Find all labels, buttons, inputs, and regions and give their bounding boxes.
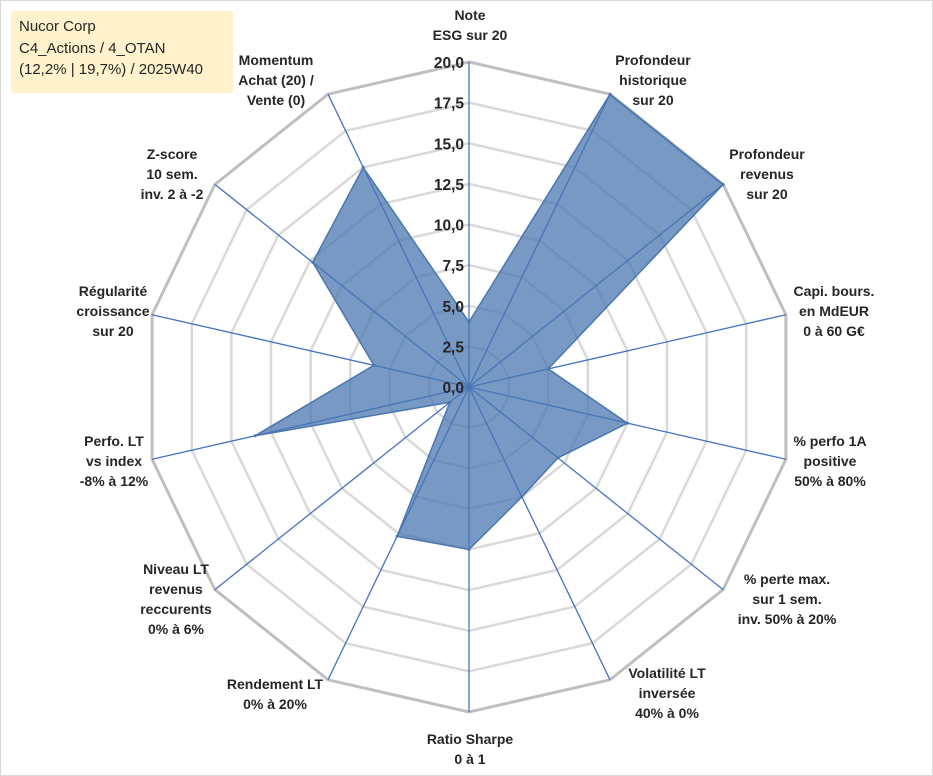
data-point — [361, 165, 365, 169]
tick-label: 12,5 — [434, 177, 465, 194]
axis-label-line: inversée — [639, 685, 696, 701]
data-point — [625, 421, 629, 425]
portfolio-category: C4_Actions / 4_OTAN — [19, 39, 166, 57]
axis-label-line: Achat (20) / — [238, 72, 314, 88]
axis-label-line: revenus — [740, 166, 794, 182]
tick-label: 10,0 — [434, 218, 464, 235]
axis-label-line: Ratio Sharpe — [427, 731, 514, 747]
company-name: Nucor Corp — [19, 18, 96, 35]
axis-label-line: Profondeur — [729, 146, 805, 162]
axis-label-line: 50% à 80% — [794, 473, 866, 489]
axis-spoke — [214, 386, 470, 591]
axis-label: Capi. bours. en MdEUR 0 à 60 G€ — [794, 283, 875, 339]
axis-label: Niveau LT revenus reccurents 0% à 6% — [140, 561, 212, 637]
axis-labels: Note ESG sur 20 Profondeur historique sur 20… — [76, 7, 874, 767]
data-point — [448, 400, 452, 404]
axis-label: % perfo 1A positive 50% à 80% — [793, 433, 866, 489]
axis-label-line: Rendement LT — [227, 676, 324, 692]
axis-label-line: % perfo 1A — [793, 433, 866, 449]
axis-label: Régularité croissance sur 20 — [76, 283, 149, 339]
axis-label-line: croissance — [76, 303, 149, 319]
radar-series — [253, 92, 725, 551]
axis-label: Rendement LT 0% à 20% — [227, 676, 324, 712]
axis-label-line: sur 20 — [746, 186, 787, 202]
axis-label-line: 0% à 20% — [243, 696, 307, 712]
axis-label-line: 0 à 1 — [454, 751, 485, 767]
data-point — [311, 260, 315, 264]
data-point — [520, 495, 524, 499]
axis-label: Z-score 10 sem. inv. 2 à -2 — [141, 146, 204, 202]
tick-label: 20,0 — [434, 55, 464, 72]
data-point — [395, 534, 399, 538]
axis-label-line: en MdEUR — [799, 303, 869, 319]
data-point — [372, 363, 376, 367]
axis-label-line: historique — [619, 72, 687, 88]
tick-label: 17,5 — [434, 96, 465, 113]
axis-label-line: inv. 2 à -2 — [141, 186, 204, 202]
data-point — [253, 434, 257, 438]
axis-label-line: Vente (0) — [247, 92, 305, 108]
axis-label-line: Régularité — [79, 283, 148, 299]
axis-label-line: ESG sur 20 — [433, 27, 508, 43]
tick-label: 5,0 — [442, 299, 464, 316]
axis-label: Volatilité LT inversée 40% à 0% — [628, 665, 706, 721]
axis-label-line: revenus — [149, 581, 203, 597]
axis-label-line: Profondeur — [615, 52, 691, 68]
axis-label-line: -8% à 12% — [80, 473, 149, 489]
axis-label-line: Momentum — [239, 52, 314, 68]
data-point — [467, 548, 471, 551]
tick-label: 2,5 — [442, 339, 464, 356]
axis-label: Profondeur historique sur 20 — [615, 52, 691, 108]
axis-label-line: inv. 50% à 20% — [738, 611, 837, 627]
axis-label: Momentum Achat (20) / Vente (0) — [238, 52, 314, 108]
axis-label-line: sur 1 sem. — [752, 591, 821, 607]
axis-label-line: Note — [454, 7, 485, 23]
data-point — [467, 320, 471, 324]
data-point — [546, 367, 550, 371]
axis-label-line: reccurents — [140, 601, 212, 617]
performance-period: (12,2% | 19,7%) / 2025W40 — [19, 61, 203, 78]
axis-label-line: 40% à 0% — [635, 705, 699, 721]
axis-label-line: sur 20 — [92, 323, 133, 339]
data-point — [721, 182, 725, 186]
axis-label: Profondeur revenus sur 20 — [729, 146, 805, 202]
tick-label: 0,0 — [442, 380, 464, 397]
tick-label: 7,5 — [442, 258, 464, 275]
axis-label-line: % perte max. — [744, 571, 830, 587]
axis-label-line: Perfo. LT — [84, 433, 144, 449]
axis-label-line: Niveau LT — [143, 561, 209, 577]
data-point — [556, 456, 560, 460]
tick-label: 15,0 — [434, 136, 464, 153]
axis-label-line: 10 sem. — [146, 166, 197, 182]
axis-label-line: 0 à 60 G€ — [803, 323, 865, 339]
axis-label: Perfo. LT vs index -8% à 12% — [80, 433, 149, 489]
axis-label-line: sur 20 — [632, 92, 673, 108]
info-box: Nucor Corp C4_Actions / 4_OTAN (12,2% | … — [11, 11, 233, 93]
data-point — [608, 92, 612, 96]
axis-label: Note ESG sur 20 — [433, 7, 508, 43]
radial-tick-labels: 0,0 2,5 5,0 7,5 10,0 12,5 15,0 17,5 20,0 — [434, 55, 465, 397]
axis-label-line: Capi. bours. — [794, 283, 875, 299]
axis-label-line: positive — [804, 453, 857, 469]
axis-label: Ratio Sharpe 0 à 1 — [427, 731, 514, 767]
axis-label-line: vs index — [86, 453, 142, 469]
axis-label-line: Volatilité LT — [628, 665, 706, 681]
axis-label: % perte max. sur 1 sem. inv. 50% à 20% — [738, 571, 837, 627]
axis-label-line: Z-score — [147, 146, 198, 162]
axis-label-line: 0% à 6% — [148, 621, 205, 637]
